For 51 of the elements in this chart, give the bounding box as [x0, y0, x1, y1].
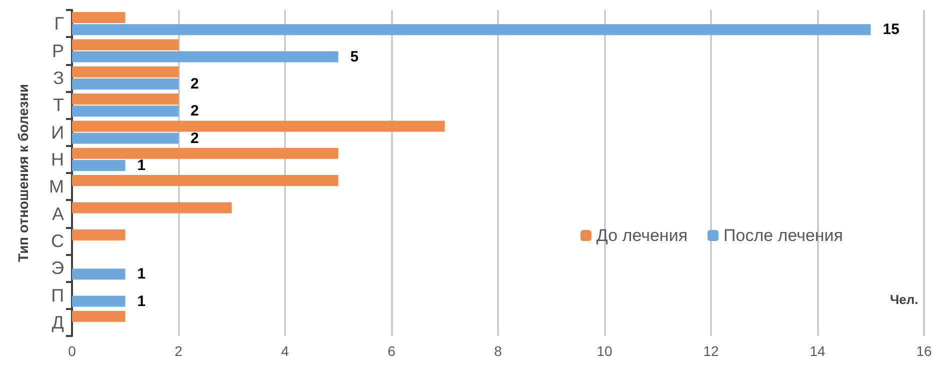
- x-tick-label: 10: [596, 343, 612, 359]
- x-tick-label: 8: [494, 343, 502, 359]
- bar: [72, 120, 445, 132]
- x-tick-label: 16: [916, 343, 932, 359]
- bar: [72, 310, 126, 322]
- x-tick-label: 0: [68, 343, 76, 359]
- bar: [72, 175, 338, 186]
- y-tick-label: С: [51, 230, 64, 251]
- y-tick-label: Р: [52, 40, 64, 61]
- data-label: 2: [190, 75, 199, 92]
- y-tick-label: Н: [51, 149, 64, 170]
- bar: [72, 24, 871, 36]
- bar: [72, 268, 126, 280]
- data-label: 1: [137, 266, 146, 283]
- data-label: 2: [190, 130, 199, 147]
- x-tick-label: 14: [810, 343, 826, 359]
- bar: [72, 51, 338, 62]
- x-tick-label: 6: [388, 343, 396, 359]
- data-label: 1: [137, 156, 146, 174]
- bar: [72, 132, 178, 144]
- y-tick-label: Д: [52, 312, 64, 332]
- bar: [72, 39, 178, 50]
- bar: [72, 296, 126, 307]
- data-label: 5: [350, 48, 359, 66]
- data-label: 1: [137, 292, 146, 310]
- data-label: 2: [190, 102, 199, 120]
- legend-label: После лечения: [724, 226, 844, 245]
- x-tick-label: 12: [703, 343, 719, 359]
- legend-label: До лечения: [596, 226, 688, 245]
- bar: [72, 202, 232, 214]
- bar: [72, 12, 126, 24]
- bar: [72, 94, 178, 105]
- y-tick-label: Э: [51, 258, 64, 278]
- bar: [72, 66, 178, 78]
- x-tick-label: 4: [281, 343, 290, 359]
- y-axis-title: Тип отношения к болезни: [15, 84, 31, 262]
- data-label: 15: [882, 21, 900, 38]
- bar: [72, 229, 126, 240]
- y-tick-label: М: [49, 176, 64, 197]
- y-tick-label: Г: [54, 14, 64, 34]
- y-tick-label: Т: [53, 95, 64, 116]
- y-tick-label: П: [51, 285, 64, 306]
- bar: [72, 148, 338, 159]
- y-tick-label: А: [52, 204, 64, 224]
- bar: [72, 78, 178, 90]
- y-tick-label: И: [51, 122, 64, 142]
- bar: [72, 160, 126, 171]
- y-tick-label: З: [53, 68, 64, 88]
- x-tick-label: 2: [174, 343, 183, 359]
- bar: [72, 106, 178, 117]
- x-axis-title: Чел.: [890, 292, 918, 307]
